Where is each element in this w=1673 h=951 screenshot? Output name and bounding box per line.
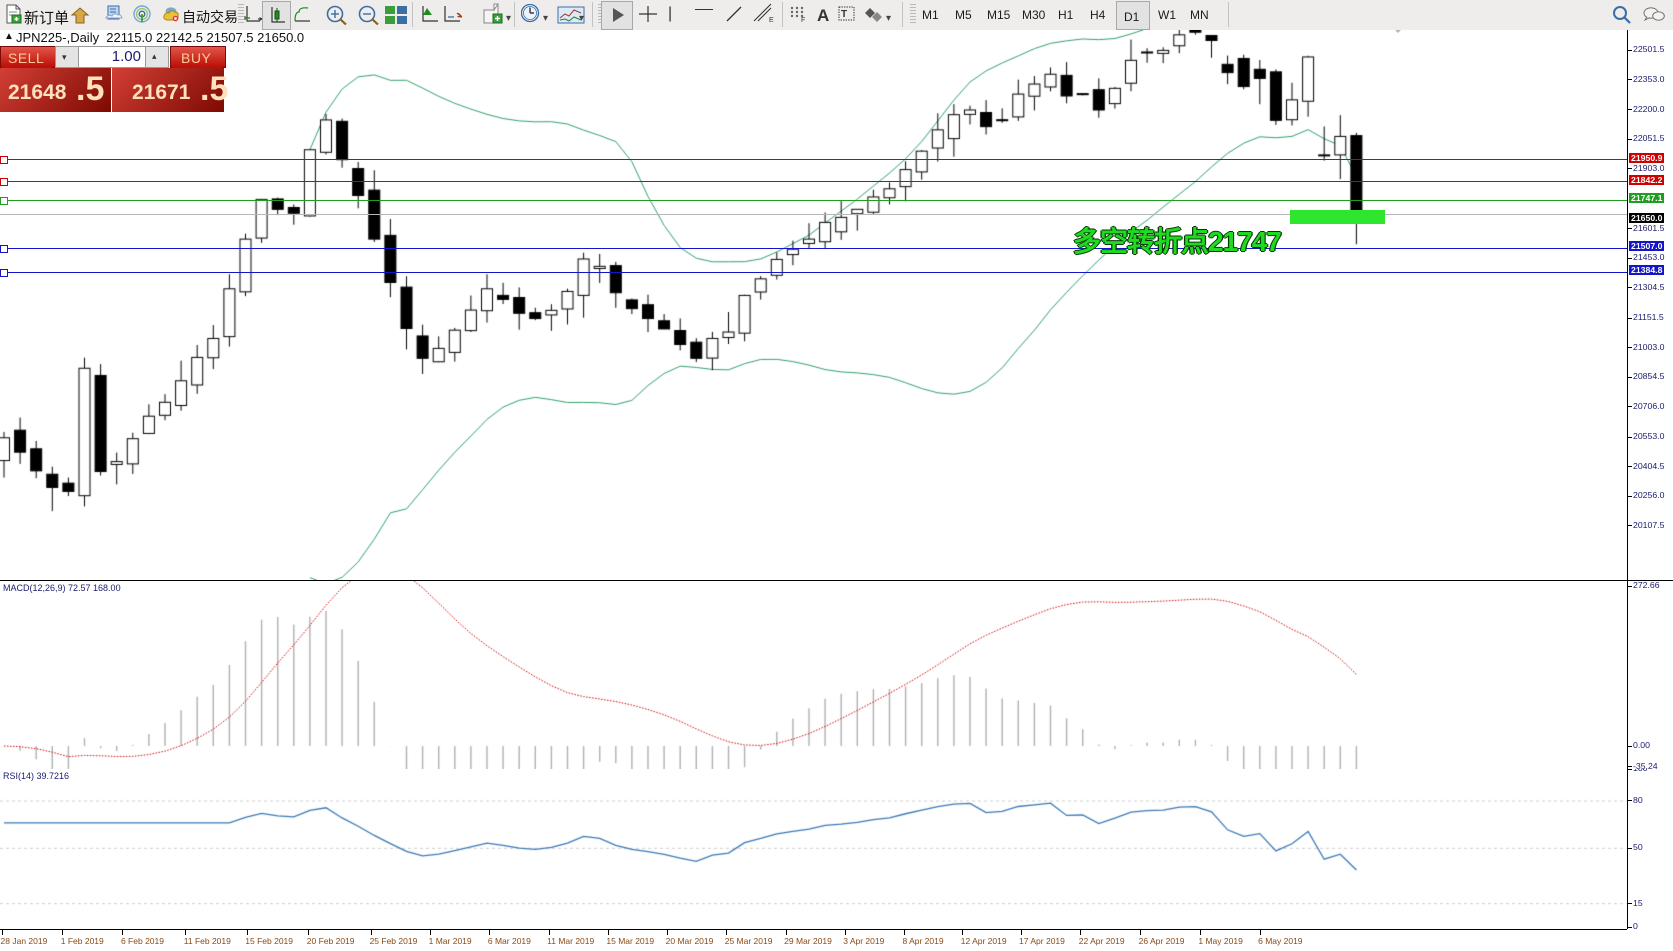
- svg-text:F: F: [801, 17, 805, 22]
- svg-text:T: T: [841, 9, 847, 20]
- svg-text:E: E: [769, 17, 774, 23]
